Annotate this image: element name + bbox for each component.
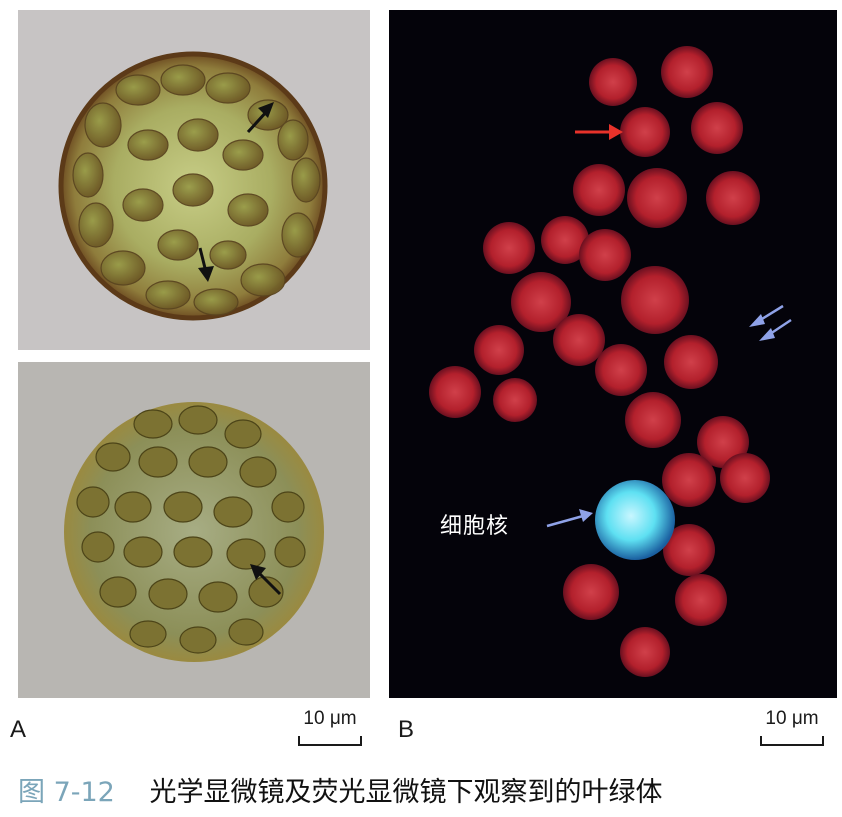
scale-bar-b-label: 10 μm <box>765 708 819 729</box>
arrow-icon <box>575 124 623 140</box>
scale-bar-b-line <box>760 736 824 746</box>
cell-bottom <box>64 402 324 662</box>
scale-bar-b: 10 μm <box>752 708 832 748</box>
nucleus-label: 细胞核 <box>440 514 510 539</box>
chloroplasts-top <box>72 64 321 316</box>
arrow-icon <box>250 564 282 596</box>
panel-label-b: B <box>398 716 415 743</box>
micrograph-a-bottom <box>18 362 370 698</box>
arrow-icon <box>749 304 792 341</box>
arrow-icon <box>198 102 274 282</box>
scale-bar-a-line <box>298 736 362 746</box>
panel-label-a: A <box>10 716 27 743</box>
figure-caption: 图 7-12 光学显微镜及荧光显微镜下观察到的叶绿体 <box>18 770 838 809</box>
scale-bar-a: 10 μm <box>290 708 370 748</box>
figure-number: 图 7-12 <box>18 777 115 808</box>
chloroplast-fluorescence <box>429 46 770 677</box>
fluorescence-micrograph-b <box>389 10 837 698</box>
scale-bar-a-label: 10 μm <box>303 708 357 729</box>
caption-text: 光学显微镜及荧光显微镜下观察到的叶绿体 <box>149 777 663 808</box>
micrograph-a-top <box>18 10 370 350</box>
nucleus <box>595 480 675 560</box>
arrow-icon <box>546 509 593 528</box>
chloroplasts-bottom <box>76 405 306 654</box>
